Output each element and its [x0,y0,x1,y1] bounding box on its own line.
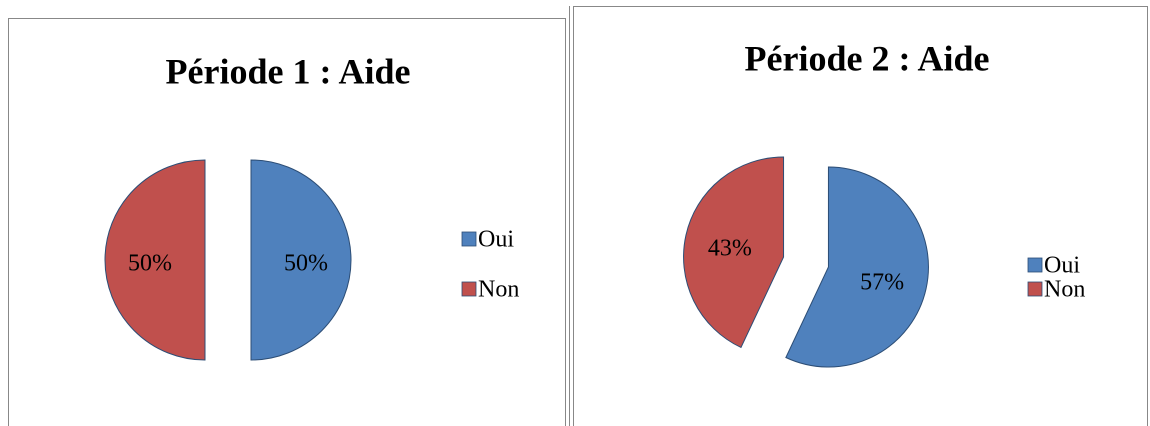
data-label: 50% [128,251,172,277]
panel-frame [8,18,566,426]
legend-swatch [461,231,477,247]
legend-swatch [1027,281,1043,297]
legend-label: Oui [1044,253,1080,279]
pie-slice [250,159,352,361]
data-label: 50% [284,251,328,277]
pie-slice [785,166,929,368]
legend-swatch [1027,257,1043,273]
pie-slice [104,159,206,361]
data-label: 43% [708,235,752,261]
panel-frame [573,6,1148,426]
legend-label: Oui [478,227,514,253]
data-label: 57% [860,270,904,296]
legend-label: Non [478,277,519,303]
chart-title: Période 1 : Aide [166,51,411,91]
legend-label: Non [1044,277,1085,303]
chart-title: Période 2 : Aide [745,38,990,78]
pie-slice [683,156,785,349]
legend-swatch [461,281,477,297]
